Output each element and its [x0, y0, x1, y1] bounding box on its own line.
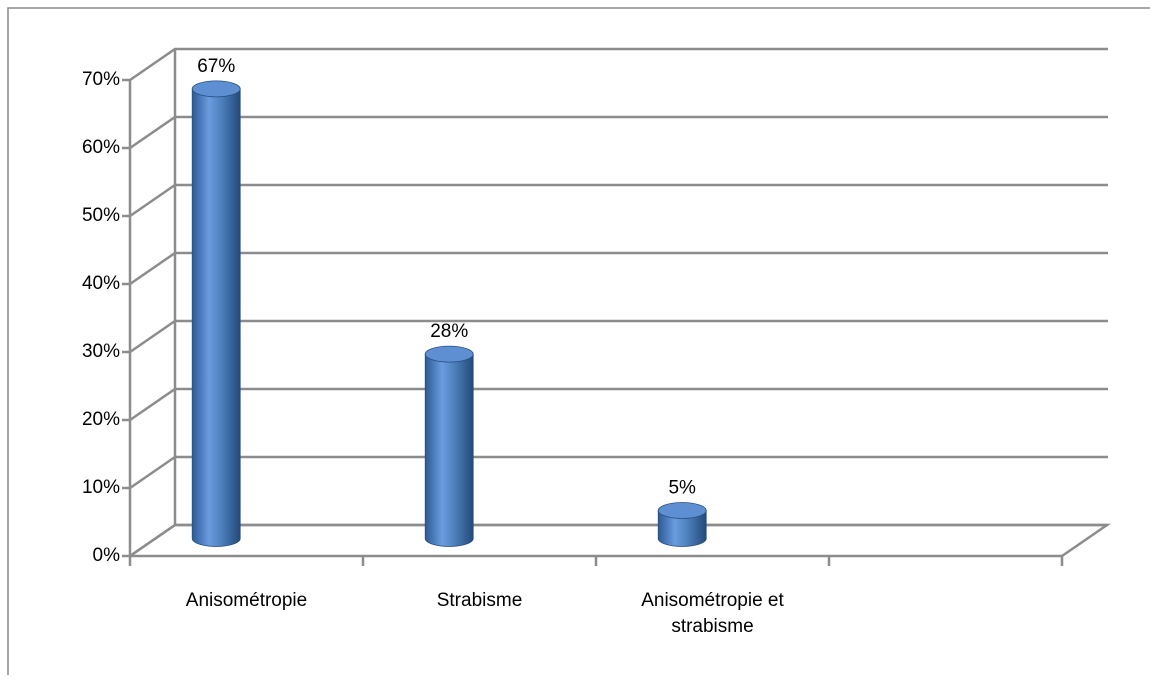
- grid-line: [129, 319, 1108, 354]
- x-tick-label: Anisométropie et strabisme: [641, 590, 784, 637]
- y-tick-label: 30%: [82, 341, 120, 362]
- bar: [424, 353, 474, 547]
- grid-line: [129, 387, 1108, 422]
- data-label: 5%: [668, 478, 696, 499]
- bar: [191, 88, 241, 547]
- x-tick-label: Anisométropie: [185, 590, 308, 611]
- bar-top: [657, 502, 707, 519]
- bar: [657, 510, 707, 547]
- bar-top: [191, 80, 241, 98]
- y-tick-label: 10%: [82, 477, 120, 498]
- y-tick-label: 40%: [82, 273, 120, 294]
- y-tick-label: 70%: [82, 69, 120, 90]
- data-label: 67%: [197, 56, 235, 77]
- y-tick-label: 60%: [82, 137, 120, 158]
- data-label: 28%: [430, 321, 468, 342]
- grid-line: [129, 455, 1108, 490]
- grid-line: [129, 183, 1108, 218]
- floor: [129, 523, 1112, 558]
- grid-line: [129, 115, 1108, 150]
- y-tick-label: 0%: [93, 545, 121, 566]
- bar-top: [424, 345, 474, 363]
- grid-line: [129, 251, 1108, 286]
- y-tick-label: 50%: [82, 205, 120, 226]
- grid-line: [129, 47, 1108, 82]
- frame: [7, 7, 1150, 675]
- grid-line: [129, 523, 1108, 558]
- x-tick-label: Strabisme: [436, 590, 523, 611]
- y-tick-label: 20%: [82, 409, 120, 430]
